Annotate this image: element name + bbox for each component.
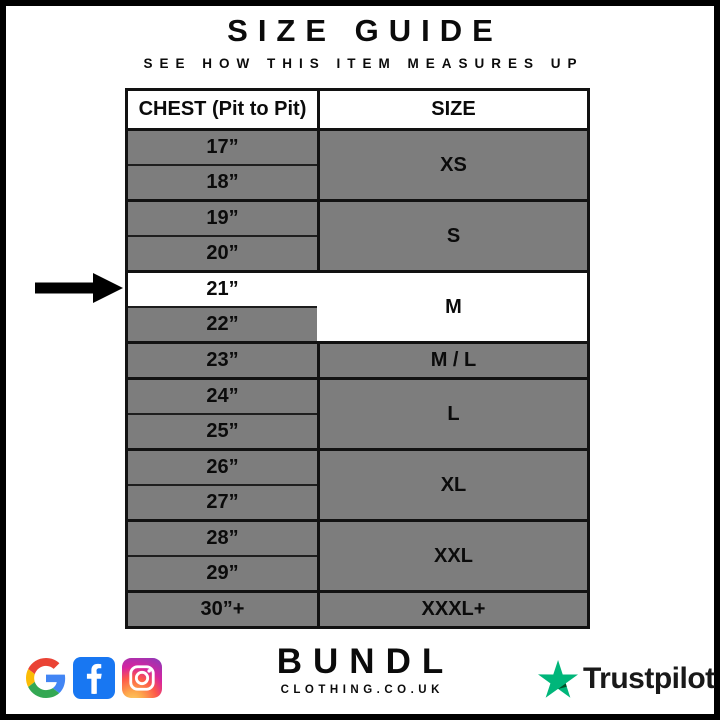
brand-logo: BUNDL CLOTHING.CO.UK bbox=[0, 642, 720, 696]
trustpilot-label: Trustpilot bbox=[583, 661, 715, 695]
chest-cell: 19” bbox=[128, 202, 317, 235]
page-subtitle: SEE HOW THIS ITEM MEASURES UP bbox=[143, 56, 584, 71]
page-title: SIZE GUIDE bbox=[227, 13, 503, 48]
size-guide-table: CHEST (Pit to Pit) SIZE 17” 18” XS 19” 20” S 2… bbox=[125, 88, 590, 629]
chest-column: 28” 29” bbox=[128, 522, 320, 590]
table-body: 17” 18” XS 19” 20” S 21” 22” M 23” M / L 24” 25” L 26”… bbox=[128, 131, 587, 626]
chest-cell: 27” bbox=[128, 484, 317, 519]
social-icons bbox=[26, 657, 162, 699]
column-header-size: SIZE bbox=[431, 98, 476, 120]
chest-cell: 28” bbox=[128, 522, 317, 555]
brand-domain: CLOTHING.CO.UK bbox=[280, 683, 444, 696]
chest-cell: 30”+ bbox=[128, 593, 317, 626]
chest-column: 17” 18” bbox=[128, 131, 320, 199]
size-cell: XL bbox=[320, 451, 587, 519]
size-group-m: 21” 22” M bbox=[128, 270, 587, 341]
size-cell: XXL bbox=[320, 522, 587, 590]
size-group-xl: 26” 27” XL bbox=[128, 448, 587, 519]
chest-column: 21” 22” bbox=[128, 273, 320, 341]
size-group-s: 19” 20” S bbox=[128, 199, 587, 270]
chest-column: 26” 27” bbox=[128, 451, 320, 519]
chest-cell: 20” bbox=[128, 235, 317, 270]
chest-column: 24” 25” bbox=[128, 380, 320, 448]
size-group-xs: 17” 18” XS bbox=[128, 131, 587, 199]
chest-column: 30”+ bbox=[128, 593, 320, 626]
chest-cell: 24” bbox=[128, 380, 317, 413]
trustpilot-star-icon bbox=[538, 659, 578, 698]
size-cell: XS bbox=[320, 131, 587, 199]
size-group-l: 24” 25” L bbox=[128, 377, 587, 448]
instagram-icon bbox=[122, 658, 162, 698]
chest-cell: 25” bbox=[128, 413, 317, 448]
chest-cell: 23” bbox=[128, 344, 317, 377]
arrow-right-icon bbox=[35, 273, 123, 303]
size-cell: M bbox=[320, 273, 587, 341]
facebook-icon bbox=[73, 657, 115, 699]
size-cell: XXXL+ bbox=[320, 593, 587, 626]
size-cell: L bbox=[320, 380, 587, 448]
size-cell: M / L bbox=[320, 344, 587, 377]
chest-cell: 29” bbox=[128, 555, 317, 590]
size-cell: S bbox=[320, 202, 587, 270]
chest-column: 23” bbox=[128, 344, 320, 377]
chest-cell: 18” bbox=[128, 164, 317, 199]
size-group-xxl: 28” 29” XXL bbox=[128, 519, 587, 590]
trustpilot-logo: Trustpilot bbox=[538, 659, 715, 698]
chest-column: 19” 20” bbox=[128, 202, 320, 270]
column-header-chest: CHEST (Pit to Pit) bbox=[128, 91, 320, 128]
chest-cell: 21” bbox=[128, 273, 317, 306]
size-group-xxxl+: 30”+ XXXL+ bbox=[128, 590, 587, 626]
chest-cell: 22” bbox=[128, 306, 317, 341]
chest-cell: 26” bbox=[128, 451, 317, 484]
table-header-row: CHEST (Pit to Pit) SIZE bbox=[128, 91, 587, 131]
size-group-ml: 23” M / L bbox=[128, 341, 587, 377]
chest-cell: 17” bbox=[128, 131, 317, 164]
brand-name: BUNDL bbox=[276, 642, 455, 681]
google-icon bbox=[26, 658, 66, 698]
